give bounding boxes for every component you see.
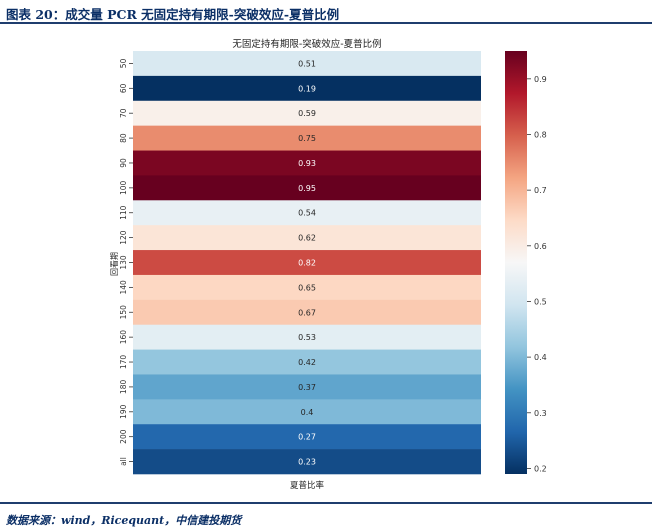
y-tick-label: 60 [119, 83, 128, 93]
heatmap-cell [133, 100, 481, 126]
y-tick-label: 90 [119, 158, 128, 168]
heatmap-cell [133, 449, 481, 475]
heatmap-cell [133, 299, 481, 326]
cell-value-label: 0.75 [298, 134, 316, 143]
y-axis-label: 回看期 [110, 252, 119, 276]
cell-value-label: 0.42 [298, 358, 316, 367]
colorbar-tick-label: 0.5 [534, 297, 547, 306]
cell-value-label: 0.27 [298, 433, 316, 442]
chart-title: 无固定持有期限-突破效应-夏普比例 [232, 38, 381, 50]
heatmap-cell [133, 200, 481, 226]
y-tick-label: 140 [119, 280, 128, 295]
colorbar-tick-label: 0.8 [534, 130, 547, 139]
x-axis-label: 夏普比率 [290, 480, 325, 491]
heatmap-cell [133, 324, 481, 350]
y-tick-label: 120 [119, 230, 128, 245]
y-tick-label: 160 [119, 330, 128, 345]
colorbar-tick-label: 0.6 [534, 242, 547, 251]
heatmap-cell [133, 250, 481, 276]
colorbar-tick-label: 0.7 [534, 186, 547, 195]
y-tick-label: 80 [119, 133, 128, 143]
cell-value-label: 0.4 [301, 408, 314, 417]
colorbar-tick-label: 0.4 [534, 353, 547, 362]
y-tick-label: 100 [119, 180, 128, 195]
y-tick-label: 200 [119, 429, 128, 444]
heatmap-cell [133, 274, 481, 301]
y-tick-label: 70 [119, 108, 128, 118]
cell-value-label: 0.19 [298, 84, 316, 93]
cell-value-label: 0.62 [298, 234, 316, 243]
y-tick-label: 190 [119, 404, 128, 419]
y-tick-labels: 50 60 70 80 90 100 110 120 130 140 150 160 170 180 190… [119, 58, 133, 466]
cell-value-label: 0.54 [298, 209, 316, 218]
heatmap-chart: 无固定持有期限-突破效应-夏普比例 0.510.190.590.750.930.… [110, 38, 547, 491]
heatmap-cell [133, 374, 481, 400]
colorbar-tick-label: 0.9 [534, 75, 547, 84]
y-tick-label: all [119, 457, 128, 466]
cell-value-label: 0.59 [298, 109, 316, 118]
heatmap-cell [133, 399, 481, 425]
colorbar-tick-label: 0.2 [534, 464, 547, 473]
heatmap-cell [133, 75, 481, 102]
bottom-divider [0, 502, 652, 504]
cell-value-label: 0.51 [298, 59, 316, 68]
figure-caption: 图表 20：成交量 PCR 无固定持有期限-突破效应-夏普比例 [6, 7, 340, 22]
top-divider [0, 22, 652, 24]
heatmap-cell [133, 125, 481, 151]
cell-value-label: 0.23 [298, 458, 316, 467]
cell-value-label: 0.65 [298, 283, 316, 292]
cell-value-label: 0.93 [298, 159, 316, 168]
cell-value-label: 0.82 [298, 259, 316, 268]
cell-value-label: 0.95 [298, 184, 316, 193]
source-note: 数据来源：wind，Ricequant，中信建投期货 [6, 514, 242, 527]
heatmap-cell [133, 225, 481, 251]
heatmap-cell [133, 51, 481, 77]
colorbar-tick-label: 0.3 [534, 409, 547, 418]
heatmap-cell [133, 175, 481, 201]
y-tick-label: 110 [119, 205, 128, 220]
y-tick-label: 170 [119, 355, 128, 370]
colorbar [505, 51, 527, 474]
y-tick-label: 50 [119, 58, 128, 68]
y-tick-label: 150 [119, 305, 128, 320]
heatmap-cell [133, 424, 481, 450]
colorbar-ticks: 0.2 0.3 0.4 0.5 0.6 0.7 0.8 0.9 [527, 75, 547, 473]
y-tick-label: 180 [119, 380, 128, 395]
cell-value-label: 0.37 [298, 383, 316, 392]
y-tick-label: 130 [119, 255, 128, 270]
heatmap-cells: 0.51 0.19 0.59 0.75 0.93 0.95 0.54 0.62 0.82 0.65… [133, 51, 481, 475]
heatmap-cell [133, 150, 481, 176]
cell-value-label: 0.67 [298, 308, 316, 317]
cell-value-label: 0.53 [298, 333, 316, 342]
heatmap-cell [133, 349, 481, 375]
